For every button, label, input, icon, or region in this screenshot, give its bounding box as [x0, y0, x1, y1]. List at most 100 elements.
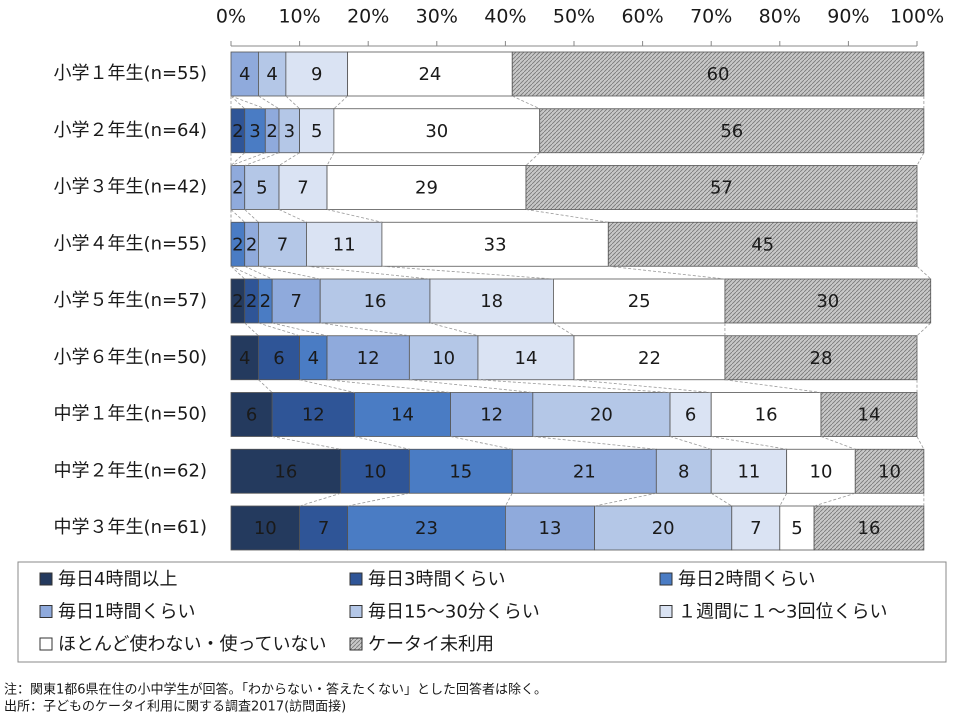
legend-label: 毎日4時間以上	[58, 569, 177, 590]
value-label: 4	[266, 64, 277, 85]
value-label: 25	[628, 291, 651, 312]
bar-segment	[381, 221, 609, 267]
value-label: 6	[246, 405, 257, 426]
connector-line	[553, 322, 575, 337]
x-tick-label: 30%	[416, 6, 458, 28]
value-label: 14	[391, 405, 414, 426]
value-label: 3	[249, 121, 260, 142]
bar-segment	[354, 392, 451, 437]
bar-segment	[258, 221, 307, 267]
x-tick-label: 20%	[347, 6, 389, 28]
bar-segment	[607, 221, 918, 267]
legend-swatch	[39, 572, 53, 586]
connector-line	[669, 436, 712, 450]
connector-line	[278, 209, 307, 223]
x-tick-label: 0%	[216, 6, 246, 28]
connector-line	[916, 265, 931, 280]
legend-label: ほとんど使わない・使っていない	[58, 634, 327, 655]
bar-segment	[854, 448, 925, 494]
bar-segment	[450, 392, 534, 437]
x-tick-label: 90%	[827, 6, 869, 28]
value-label: 30	[425, 121, 448, 142]
connector-line	[594, 492, 657, 507]
value-label: 57	[710, 178, 733, 199]
legend-swatch	[39, 637, 53, 651]
connector-line	[244, 209, 259, 223]
category-label: 小学３年生(n=42)	[54, 177, 207, 198]
bar-segment	[408, 448, 513, 494]
legend-label: 毎日15～30分くらい	[368, 602, 540, 623]
value-label: 15	[449, 461, 472, 482]
note: 出所：子どものケータイ利用に関する調査2017(訪問面接)	[4, 699, 346, 715]
connector-line	[326, 379, 451, 393]
value-label: 2	[246, 291, 257, 312]
bar-segment	[271, 392, 355, 437]
legend-label: 毎日1時間くらい	[58, 602, 195, 623]
value-label: 10	[810, 461, 833, 482]
bar-segment	[710, 448, 788, 494]
bar-segment	[299, 505, 349, 551]
bar-segment	[525, 165, 918, 210]
bar-segment	[326, 335, 410, 381]
value-label: 10	[432, 348, 455, 369]
bar-segment	[230, 51, 259, 97]
bar-segment	[594, 505, 733, 551]
value-label: 2	[232, 291, 243, 312]
value-label: 11	[737, 461, 760, 482]
value-label: 5	[791, 518, 802, 539]
bar-segment	[429, 278, 554, 324]
connector-line	[573, 379, 712, 393]
connector-line	[299, 492, 341, 507]
value-label: 30	[816, 291, 839, 312]
value-label: 16	[755, 405, 778, 426]
connector-line	[779, 493, 788, 507]
bar-segment	[477, 335, 575, 381]
connector-line	[244, 152, 280, 166]
bar-segment	[340, 448, 410, 494]
x-tick-label: 100%	[890, 6, 944, 28]
bar-segment	[230, 392, 273, 437]
bar-segment	[511, 51, 925, 97]
x-tick-label: 40%	[484, 6, 526, 28]
connector-line	[724, 379, 822, 393]
connector-line	[230, 265, 259, 280]
value-label: 14	[858, 405, 881, 426]
note: 注：関東1都6県在住の小中学生が回答。「わからない・答えたくない」とした回答者は…	[4, 682, 547, 698]
value-label: 13	[539, 518, 562, 539]
bar-segment	[724, 278, 932, 324]
category-label: 中学２年生(n=62)	[54, 460, 207, 481]
legend-label: １週間に１～3回位くらい	[678, 602, 887, 623]
legend-label: 毎日3時間くらい	[368, 569, 505, 590]
connector-line	[916, 322, 931, 337]
value-label: 20	[652, 518, 675, 539]
value-label: 10	[878, 461, 901, 482]
value-label: 2	[232, 178, 243, 199]
bar-segment	[285, 51, 349, 97]
value-label: 28	[810, 348, 833, 369]
value-label: 21	[573, 461, 596, 482]
bar-segment	[244, 165, 280, 210]
connector-line	[477, 379, 671, 393]
legend-label: ケータイ未利用	[368, 634, 494, 655]
category-label: 中学１年生(n=50)	[54, 404, 207, 425]
value-label: 3	[284, 121, 295, 142]
value-label: 33	[484, 234, 507, 255]
connector-line	[306, 265, 430, 280]
connector-line	[347, 492, 410, 507]
value-label: 45	[751, 234, 774, 255]
bar-segment	[573, 335, 726, 381]
value-label: 2	[260, 291, 271, 312]
value-label: 7	[290, 291, 301, 312]
value-label: 16	[364, 291, 387, 312]
connector-line	[532, 436, 657, 450]
legend-swatch	[349, 637, 363, 651]
value-label: 12	[302, 405, 325, 426]
x-tick-label: 70%	[690, 6, 732, 28]
bar-segment	[230, 448, 342, 494]
value-label: 7	[318, 518, 329, 539]
bar-segment	[258, 51, 287, 97]
value-label: 5	[256, 178, 267, 199]
x-tick-label: 80%	[759, 6, 801, 28]
value-label: 12	[357, 348, 380, 369]
